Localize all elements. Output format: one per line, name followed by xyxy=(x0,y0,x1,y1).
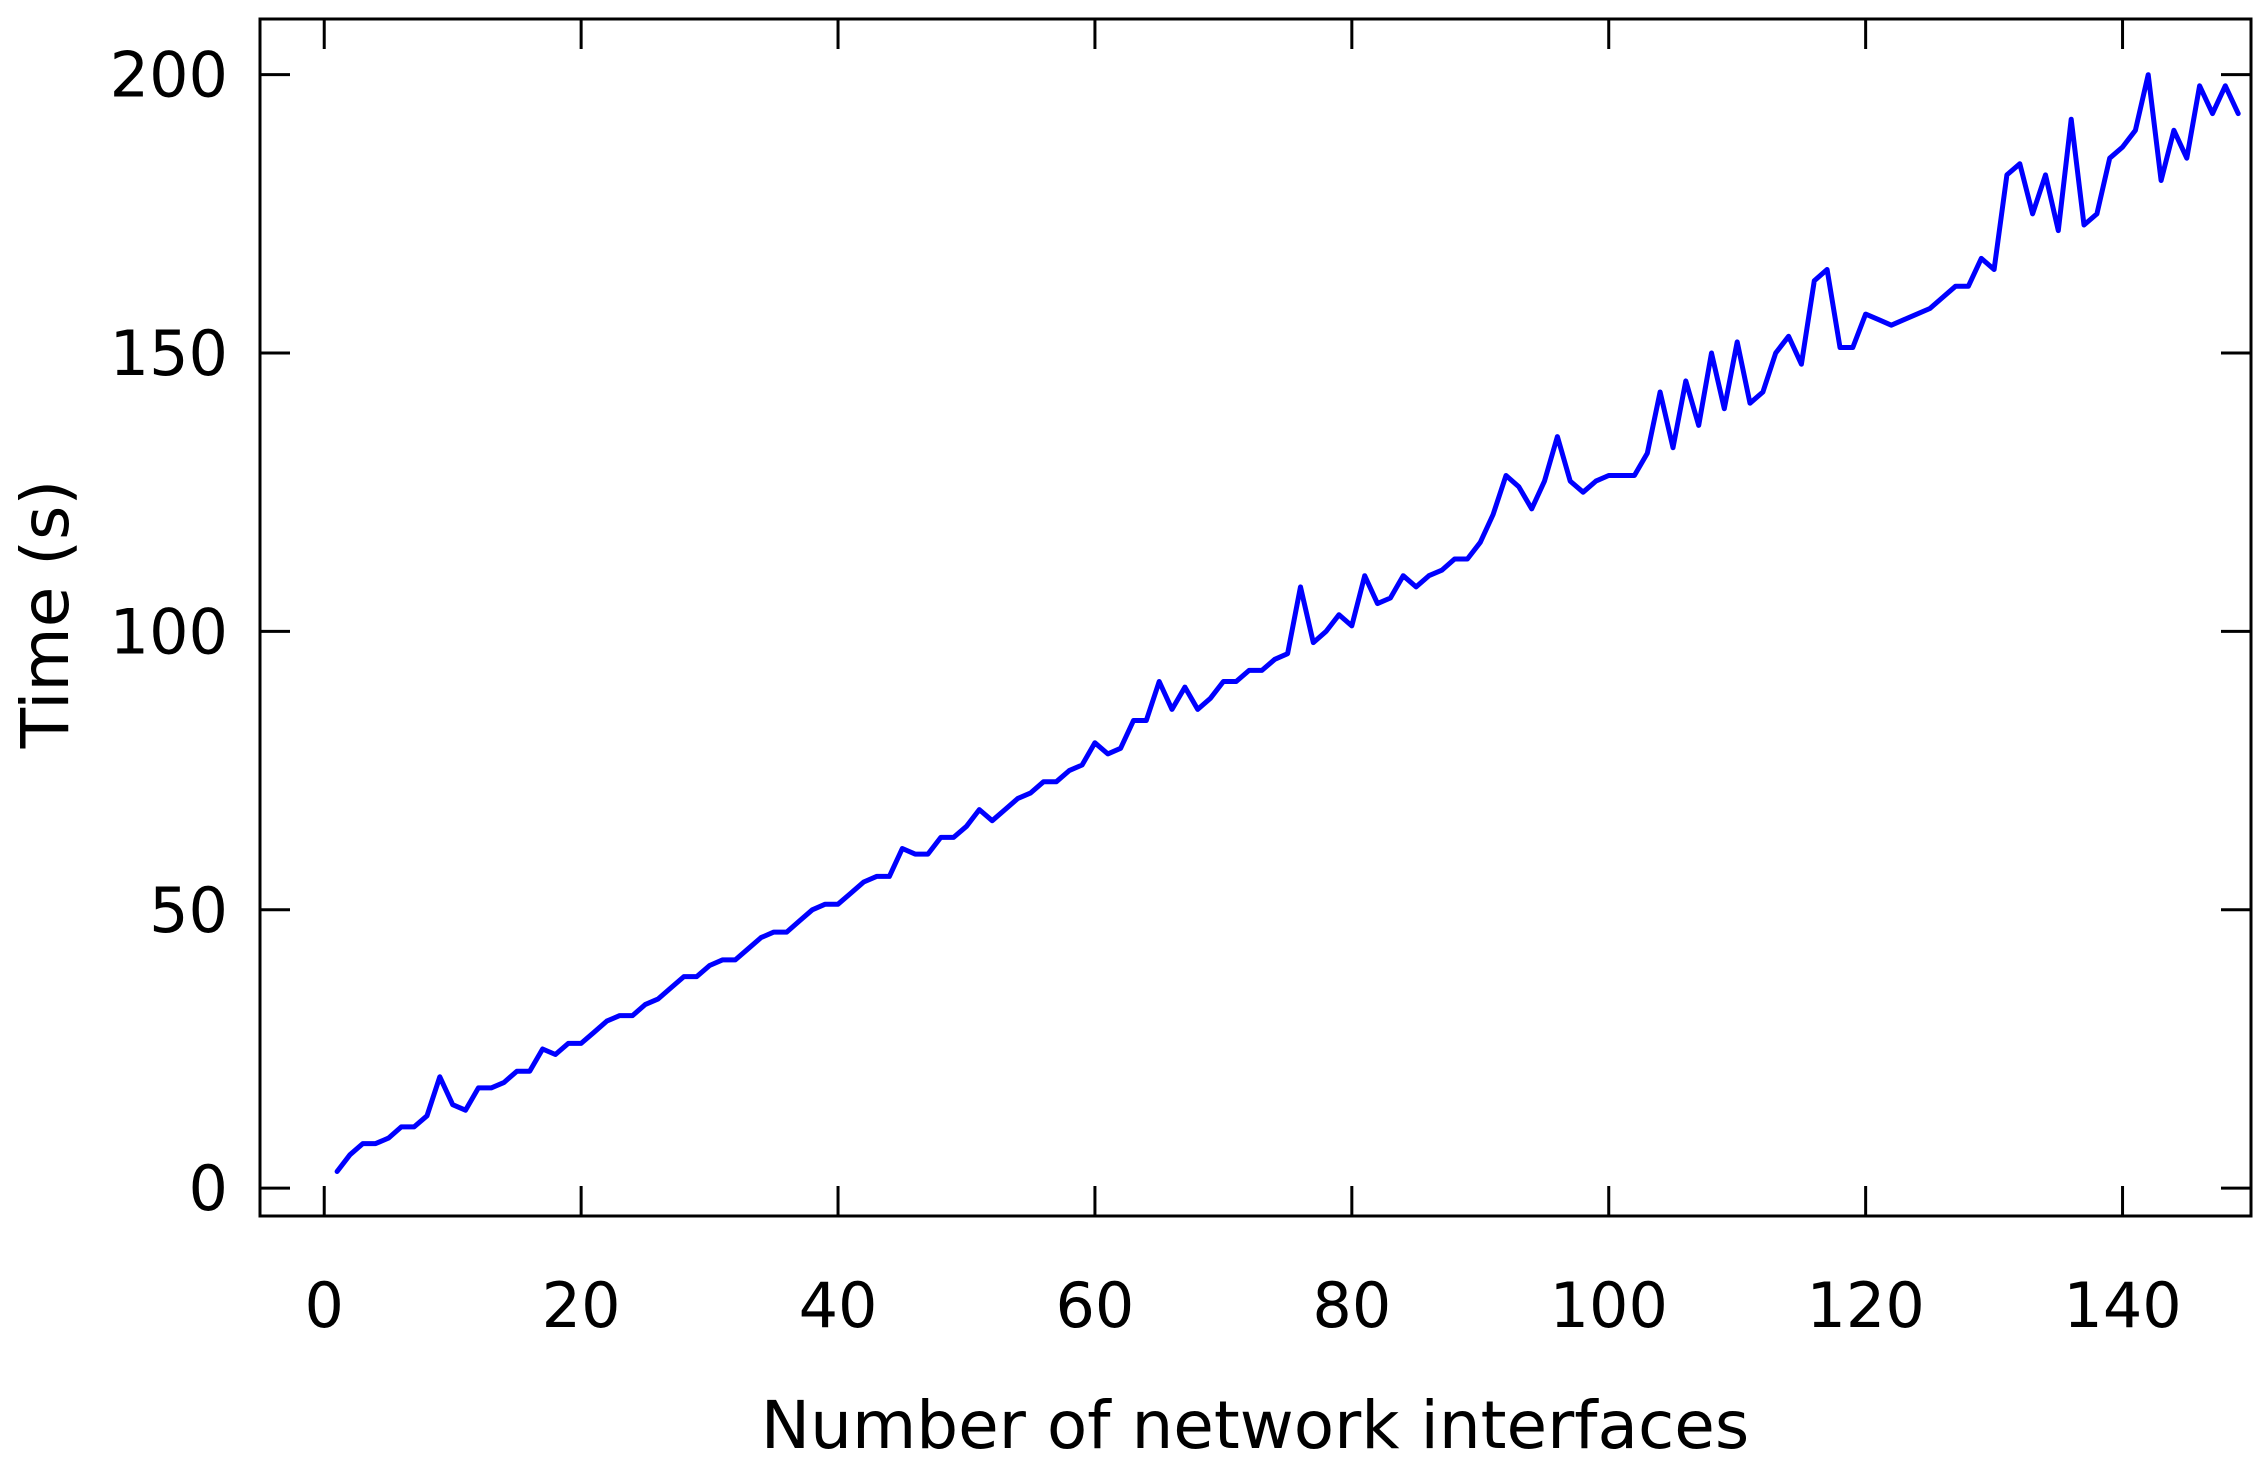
x-tick-label: 140 xyxy=(2063,1269,2181,1342)
plot-frame xyxy=(258,17,2253,1218)
x-tick-label: 80 xyxy=(1312,1269,1391,1342)
x-tick-label: 0 xyxy=(304,1269,343,1342)
y-tick-label: 150 xyxy=(110,317,228,390)
x-tick-label: 120 xyxy=(1806,1269,1924,1342)
series-line xyxy=(334,72,2241,1174)
y-axis: 0 50 100 150 200 xyxy=(110,39,2251,1225)
x-tick-label: 100 xyxy=(1550,1269,1668,1342)
x-tick-label: 20 xyxy=(542,1269,621,1342)
x-axis-title: Number of network interfaces xyxy=(761,1387,1749,1464)
x-tick-label: 40 xyxy=(799,1269,878,1342)
y-tick-label: 100 xyxy=(110,595,228,668)
x-tick-label: 60 xyxy=(1055,1269,1134,1342)
series-layer xyxy=(334,72,2241,1174)
y-axis-title: Time (s) xyxy=(7,480,84,749)
x-axis: 0 20 40 60 80 100 120 140 xyxy=(304,19,2182,1342)
y-tick-label: 50 xyxy=(149,874,228,947)
y-tick-label: 0 xyxy=(189,1152,228,1225)
y-tick-label: 200 xyxy=(110,39,228,112)
